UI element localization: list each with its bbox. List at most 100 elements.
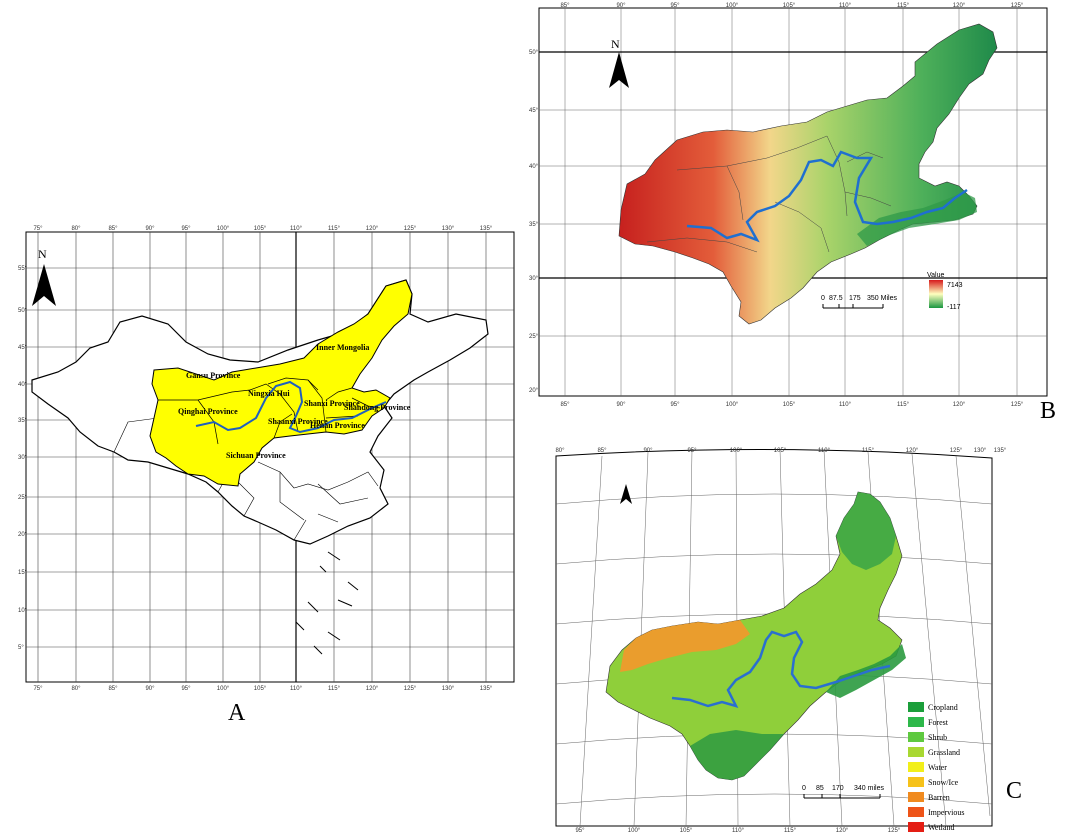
tick-label: 105° [254,686,267,692]
panel-b-lon-ticks-bottom: 85° 90° 95° 100° 105° 110° 115° 120° 125° [560,402,1023,408]
svg-text:7143: 7143 [947,282,963,289]
panel-c-map: 80° 85° 90° 95° 100° 105° 110° 115° 120° 125° 130°… [540,444,1010,833]
svg-text:Shandong Province: Shandong Province [344,403,411,412]
tick-label: 125° [404,226,417,232]
tick-label: 85° [560,3,570,9]
panel-b-lon-ticks: 85° 90° 95° 100° 105° 110° 115° 120° 125° [560,3,1023,9]
svg-text:87.5: 87.5 [829,295,843,302]
panel-c-lon-ticks-bottom: 95° 100° 105° 110° 115° 120° 125° [575,828,900,833]
legend-swatch [908,777,924,787]
panel-b-map: 85° 90° 95° 100° 105° 110° 115° 120° 125° 85° 90°… [527,2,1060,426]
svg-text:Sichuan Province: Sichuan Province [226,451,286,460]
dem-study-area [618,23,998,325]
tick-label: 115° [328,686,341,692]
panel-b-label: B [1040,398,1057,424]
tick-label: 135° [994,448,1007,454]
legend-label: Cropland [928,703,958,712]
tick-label: 125° [1011,3,1024,9]
tick-label: 115° [784,828,797,833]
tick-label: 135° [480,686,493,692]
panel-c-lon-ticks: 80° 85° 90° 95° 100° 105° 110° 115° 120° 125° 130°… [555,448,1006,454]
tick-label: 90° [145,226,155,232]
svg-text:Value: Value [927,272,944,279]
tick-label: 20° [529,388,539,394]
svg-text:170: 170 [832,785,844,792]
tick-label: 130° [442,226,455,232]
svg-text:Inner Mongolia: Inner Mongolia [316,343,369,352]
legend-swatch [908,702,924,712]
legend-label: Grassland [928,748,960,757]
tick-label: 55° [18,266,28,272]
tick-label: 35° [529,222,539,228]
yellow-river-c [671,630,891,708]
tick-label: 85° [108,226,118,232]
tick-label: 110° [818,448,831,454]
tick-label: 125° [1011,402,1024,408]
tick-label: 25° [18,495,28,501]
tick-label: 95° [575,828,585,833]
tick-label: 105° [783,402,796,408]
panel-b-scale-bar: 0 87.5 175 350 Miles [821,295,897,309]
north-arrow-a: N [32,247,56,306]
tick-label: 95° [181,686,191,692]
tick-label: 50° [529,50,539,56]
tick-label: 25° [529,334,539,340]
legend-swatch [908,822,924,832]
svg-text:350 Miles: 350 Miles [867,295,897,302]
legend-label: Shrub [928,733,947,742]
tick-label: 110° [839,402,852,408]
tick-label: 95° [687,448,697,454]
north-arrow-b: N [609,37,629,88]
tick-label: 115° [897,402,910,408]
tick-label: 40° [18,382,28,388]
tick-label: 100° [217,226,230,232]
panel-c-scale-bar: 0 85 170 340 miles [802,785,884,799]
legend-label: Barren [928,793,950,802]
tick-label: 90° [616,3,626,9]
svg-text:Ningxia Hui: Ningxia Hui [248,389,290,398]
legend-swatch [908,732,924,742]
tick-label: 95° [181,226,191,232]
south-china-sea-islands [295,551,359,655]
svg-text:Gansu Province: Gansu Province [186,371,241,380]
tick-label: 100° [726,402,739,408]
tick-label: 120° [836,828,849,833]
svg-text:85: 85 [816,785,824,792]
svg-text:Henan Province: Henan Province [310,421,365,430]
tick-label: 100° [217,686,230,692]
tick-label: 105° [254,226,267,232]
tick-label: 10° [18,608,28,614]
study-area-highlight [149,279,413,487]
panel-b-legend: Value 7143 -117 [927,272,963,311]
tick-label: 115° [897,3,910,9]
svg-text:N: N [38,247,47,261]
svg-text:Shanxi Province: Shanxi Province [304,399,360,408]
panel-c-label: C [1006,778,1023,804]
tick-label: 85° [597,448,607,454]
panel-a-label: A [228,700,246,726]
panel-a-lat-ticks: 55° 50° 45° 40° 35° 30° 25° 20° 15° 10° 5° [18,266,28,651]
tick-label: 100° [730,448,743,454]
tick-label: 110° [839,3,852,9]
svg-text:0: 0 [802,785,806,792]
tick-label: 50° [18,308,28,314]
svg-text:340 miles: 340 miles [854,785,884,792]
tick-label: 45° [529,108,539,114]
tick-label: 80° [555,448,565,454]
panel-a-lon-ticks-bottom: 75° 80° 85° 90° 95° 100° 105° 110° 115° 120° 125° 1… [33,686,492,692]
legend-label: Forest [928,718,949,727]
legend-label: Wetland [928,823,954,832]
tick-label: 95° [670,3,680,9]
tick-label: 125° [888,828,901,833]
tick-label: 95° [670,402,680,408]
landcover-barren [620,620,750,672]
tick-label: 85° [108,686,118,692]
tick-label: 85° [560,402,570,408]
tick-label: 5° [18,645,24,651]
svg-text:175: 175 [849,295,861,302]
tick-label: 120° [906,448,919,454]
svg-text:Qinghai Province: Qinghai Province [178,407,238,416]
tick-label: 30° [18,455,28,461]
tick-label: 100° [628,828,641,833]
panel-c-legend: Cropland Forest Shrub Grassland Water Snow/Ic… [908,702,964,832]
